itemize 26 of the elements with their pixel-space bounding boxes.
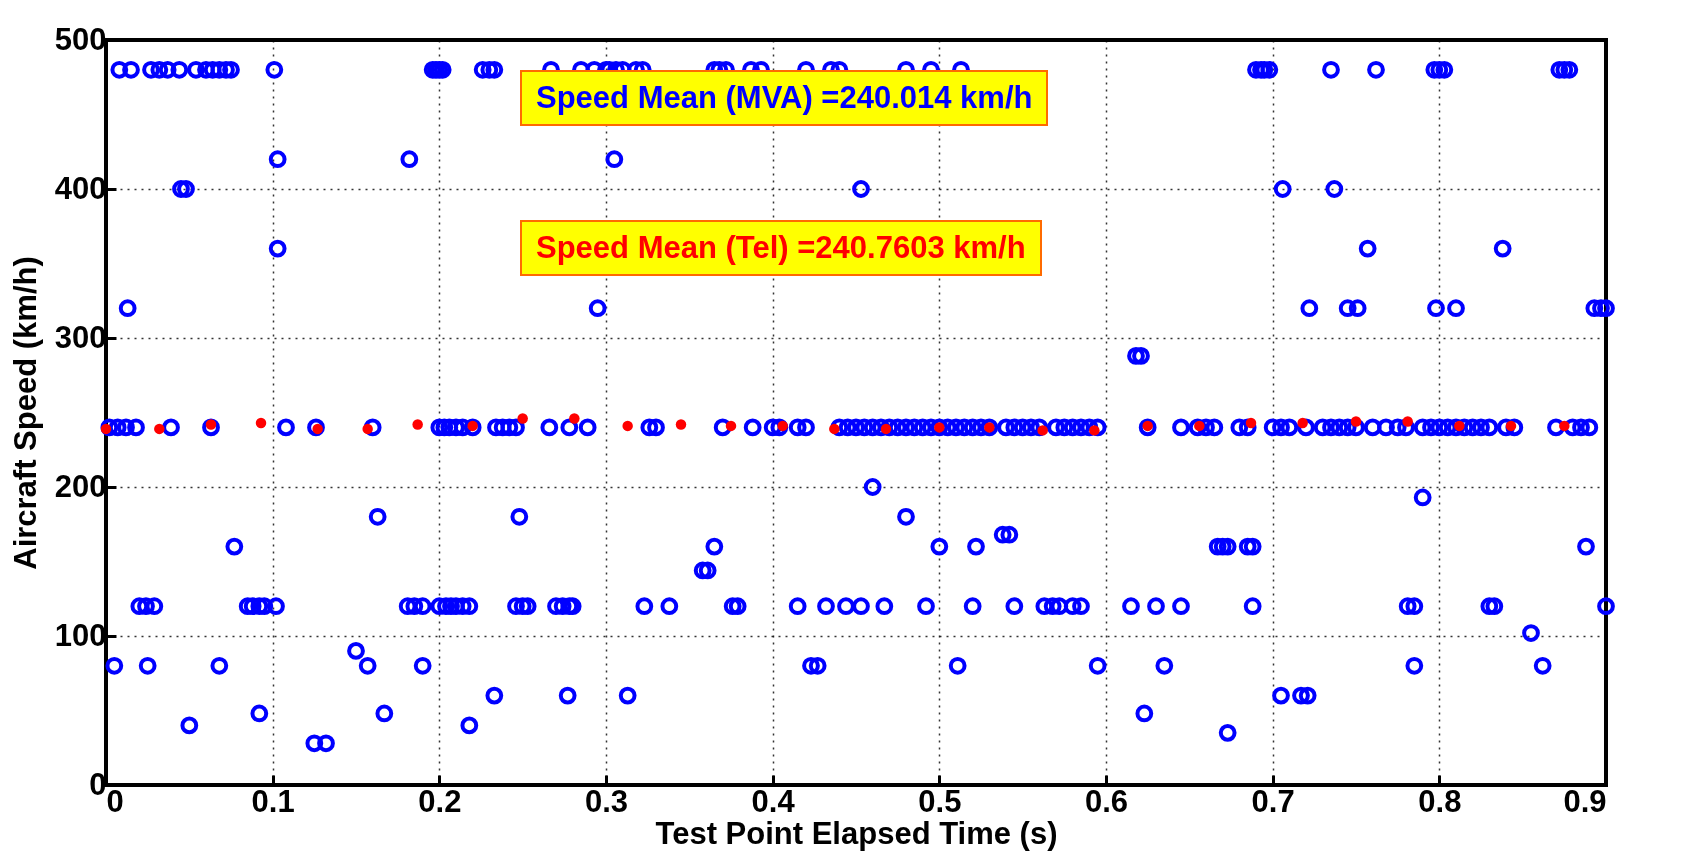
point: [255, 417, 267, 429]
y-tick-label: 500: [54, 21, 107, 57]
annotation: Speed Mean (MVA) =240.014 km/h: [520, 70, 1049, 126]
x-tick-label: 0.8: [1418, 783, 1462, 819]
point: [622, 420, 633, 432]
point: [569, 413, 580, 424]
point: [517, 413, 528, 424]
y-axis-title: Aircraft Speed (km/h): [7, 256, 43, 570]
point: [725, 420, 737, 432]
x-tick-label: 0.9: [1563, 783, 1607, 819]
y-tick-label: 300: [54, 319, 107, 355]
x-tick-label: 0.7: [1251, 783, 1295, 819]
x-tick-label: 0.3: [584, 783, 629, 819]
x-tick-label: 0.1: [251, 783, 295, 819]
point: [154, 423, 165, 435]
point: [1350, 416, 1362, 427]
point: [1559, 420, 1570, 432]
y-tick-label: 100: [54, 617, 107, 653]
y-tick-label: 400: [54, 170, 107, 206]
point: [412, 419, 423, 430]
y-tick-label: 200: [54, 468, 107, 504]
x-tick-label: 0.2: [418, 783, 462, 819]
point: [1402, 416, 1413, 427]
annotation: Speed Mean (Tel) =240.7603 km/h: [520, 220, 1042, 276]
x-tick-label: 0.6: [1084, 783, 1129, 819]
point: [675, 419, 687, 430]
